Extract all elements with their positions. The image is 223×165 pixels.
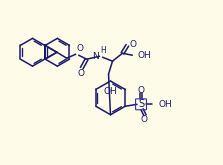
Text: O: O (77, 44, 84, 53)
Text: O: O (77, 69, 84, 78)
Text: O: O (129, 40, 136, 49)
Text: N: N (92, 52, 99, 61)
Text: O: O (140, 115, 148, 124)
Text: OH: OH (159, 100, 173, 109)
Text: S: S (138, 99, 144, 109)
Text: O: O (138, 86, 145, 95)
Text: H: H (101, 46, 106, 55)
Text: OH: OH (104, 87, 117, 96)
Text: OH: OH (137, 51, 151, 60)
